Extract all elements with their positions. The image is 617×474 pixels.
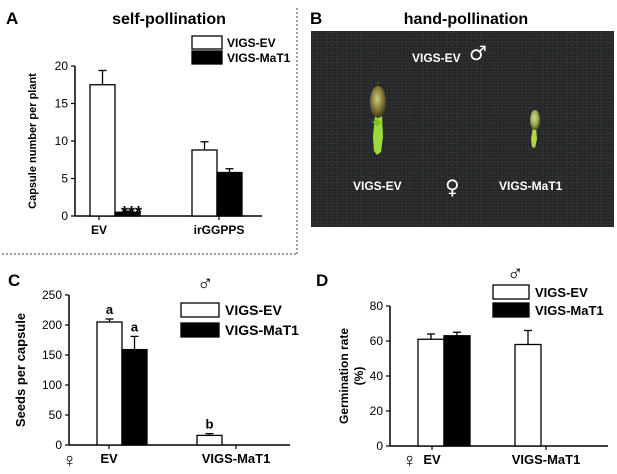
chart-c-y-tick-label: 200	[42, 318, 62, 332]
chart-d-y-tick-label: 60	[370, 334, 384, 348]
chart-c-x-tick-label: VIGS-MaT1	[202, 451, 271, 466]
chart-a-legend-swatch	[191, 50, 223, 65]
panel-a-title: self-pollination	[112, 11, 226, 28]
chart-c-y-label: Seeds per capsule	[13, 313, 28, 427]
chart-d-y-tick-label: 80	[370, 299, 384, 313]
chart-c-annotation: a	[131, 319, 139, 334]
chart-d-legend-swatch	[492, 302, 530, 318]
capsule-vigs-mat1	[530, 110, 540, 148]
female-symbol-c: ♀	[62, 450, 77, 472]
chart-a-y-tick-label: 20	[55, 59, 69, 73]
chart-c-bar	[96, 321, 123, 446]
panel-c-letter: C	[8, 271, 20, 290]
chart-a-y-tick-label: 0	[61, 209, 68, 223]
chart-a-bar	[89, 84, 116, 217]
panel-d-letter: D	[316, 271, 328, 290]
chart-a-bar	[216, 171, 243, 217]
chart-d-y-tick-label: 40	[370, 369, 384, 383]
photo-texture	[311, 31, 614, 227]
chart-a-bar	[191, 149, 218, 217]
chart-a-bar	[114, 211, 141, 217]
chart-d-legend-label: VIGS-EV	[535, 285, 588, 300]
chart-d-x-tick-label: VIGS-MaT1	[512, 452, 581, 467]
chart-c-y-tick-label: 250	[42, 288, 62, 302]
chart-d: 0 20 40 60 80 Germination rate (%) EV VIGS-MaT1 V…	[337, 284, 608, 467]
chart-a-y-tick-label: 5	[61, 172, 68, 186]
chart-c-annotation: b	[206, 417, 214, 432]
chart-d-bar	[443, 335, 471, 447]
female-symbol-d: ♀	[402, 450, 417, 472]
photo-female-symbol: ♀	[445, 175, 460, 199]
panel-b-letter: B	[310, 9, 322, 28]
chart-d-x-tick-label: EV	[423, 452, 441, 467]
chart-d-bar	[514, 343, 542, 447]
chart-c-annotation: a	[106, 302, 114, 317]
chart-a-x-tick-label: irGGPPS	[194, 223, 245, 237]
chart-d-legend-label: VIGS-MaT1	[535, 303, 604, 318]
photo-label-vigs-ev: VIGS-EV	[353, 179, 402, 193]
chart-d-bar	[417, 338, 445, 447]
chart-a: 0 5 10 15 20 Capsule number per plant EV irGGPP…	[27, 35, 291, 237]
chart-c-legend-swatch	[180, 322, 220, 338]
hand-pollination-photo: VIGS-EV ♂ VIGS-EV ♀ VIGS-MaT1	[311, 31, 614, 227]
chart-d-y-tick-label: 20	[370, 404, 384, 418]
chart-d-y-label: Germination rate	[337, 328, 351, 424]
chart-a-legend-swatch	[191, 35, 223, 50]
chart-a-x-tick-label: EV	[91, 223, 107, 237]
male-symbol-c: ♂	[197, 270, 214, 295]
capsule-vigs-ev	[369, 82, 386, 155]
chart-c-y-tick-label: 50	[49, 408, 63, 422]
chart-a-legend-label: VIGS-MaT1	[227, 51, 291, 65]
chart-c-legend-label: VIGS-MaT1	[225, 322, 299, 338]
panel-a-letter: A	[6, 9, 18, 28]
chart-c-bar	[121, 348, 148, 446]
chart-c-legend-swatch	[180, 302, 220, 318]
chart-c-y-tick-label: 100	[42, 378, 62, 392]
photo-label-male-parent: VIGS-EV	[412, 51, 461, 65]
chart-a-y-label: Capsule number per plant	[27, 73, 39, 209]
male-symbol-d: ♂	[507, 260, 524, 285]
chart-c-y-tick-label: 0	[55, 438, 62, 452]
chart-c-x-tick-label: EV	[100, 451, 118, 466]
panel-b-title: hand-pollination	[404, 11, 528, 28]
chart-c-legend-label: VIGS-EV	[225, 302, 282, 318]
chart-d-y-tick-label: 0	[376, 439, 383, 453]
chart-d-y-label: (%)	[352, 367, 366, 386]
chart-a-annotation: ***	[121, 203, 142, 223]
chart-a-y-tick-label: 10	[55, 134, 69, 148]
chart-c-bar	[196, 434, 223, 446]
chart-d-legend-swatch	[492, 284, 530, 300]
chart-a-y-tick-label: 15	[55, 97, 69, 111]
chart-c: 0 50 100 150 200 250 Seeds per capsule EV VIGS-M…	[13, 288, 299, 466]
chart-a-legend-label: VIGS-EV	[227, 36, 276, 50]
capsule-drawings	[369, 82, 540, 155]
chart-c-y-tick-label: 150	[42, 348, 62, 362]
photo-male-symbol: ♂	[469, 41, 487, 65]
photo-label-vigs-mat1: VIGS-MaT1	[499, 179, 563, 193]
